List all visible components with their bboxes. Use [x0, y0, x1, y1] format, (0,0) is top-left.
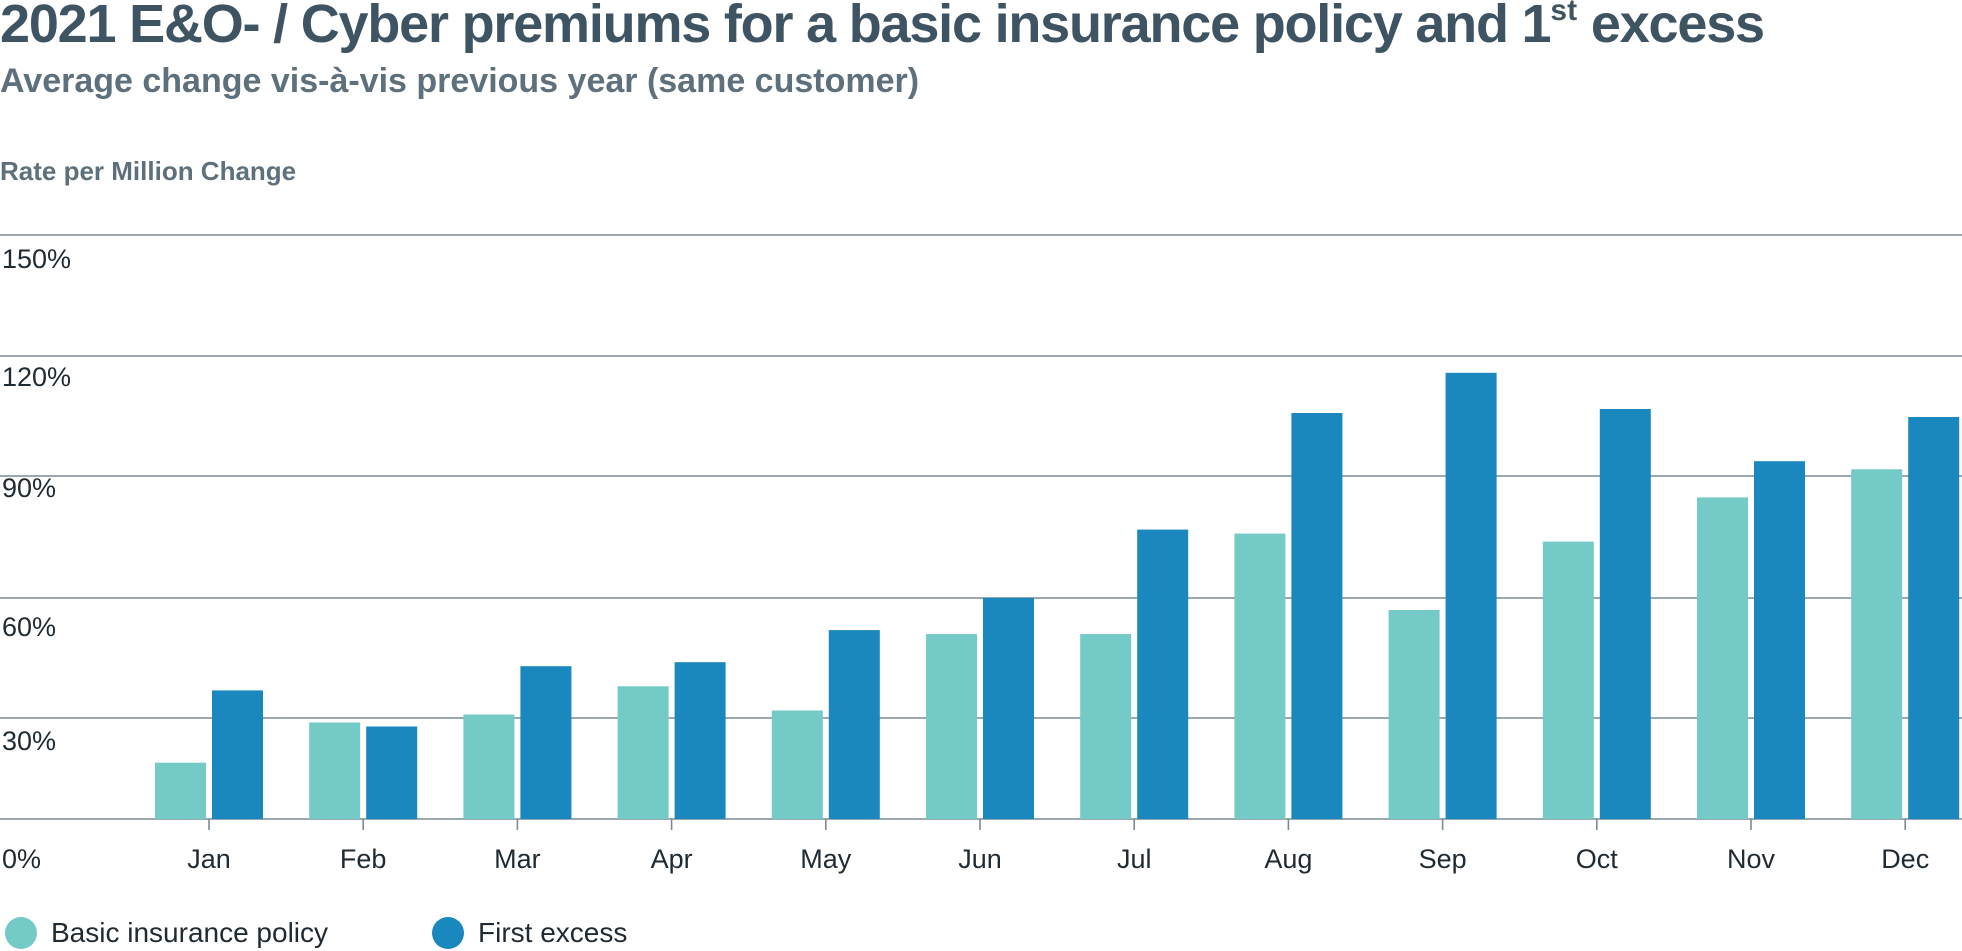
- bar-basic-insurance-policy-jul: [1080, 634, 1132, 819]
- bar-basic-insurance-policy-feb: [309, 722, 361, 819]
- x-tick-label-may: May: [800, 844, 852, 874]
- x-tick-label-sep: Sep: [1419, 844, 1467, 874]
- legend-swatch-basic-insurance-policy: [5, 917, 37, 949]
- legend-item-basic-insurance-policy: Basic insurance policy: [5, 916, 328, 950]
- y-tick-label-60: 60%: [2, 612, 56, 642]
- bar-first-excess-jun: [983, 597, 1034, 819]
- bar-basic-insurance-policy-dec: [1851, 469, 1903, 819]
- x-tick-label-jul: Jul: [1117, 844, 1152, 874]
- bar-basic-insurance-policy-mar: [463, 714, 515, 819]
- bar-basic-insurance-policy-nov: [1697, 497, 1748, 819]
- gridlines: [0, 234, 1962, 820]
- y-tick-label-0: 0%: [2, 844, 41, 874]
- y-tick-label-150: 150%: [2, 244, 71, 274]
- x-axis-ticks: Jan Feb Mar Apr May Jun Jul Aug Sep Oct Nov Dec: [187, 819, 1929, 874]
- bar-first-excess-oct: [1599, 409, 1651, 819]
- x-tick-label-nov: Nov: [1727, 844, 1776, 874]
- bar-first-excess-jan: [212, 690, 263, 819]
- chart-title-superscript: st: [1550, 0, 1578, 27]
- legend-label-basic-insurance-policy: Basic insurance policy: [51, 917, 329, 948]
- x-tick-label-dec: Dec: [1881, 844, 1929, 874]
- y-axis-title: Rate per Million Change: [0, 156, 297, 186]
- bar-basic-insurance-policy-jan: [155, 762, 206, 819]
- x-tick-label-feb: Feb: [340, 844, 387, 874]
- y-tick-label-90: 90%: [2, 473, 56, 503]
- chart-title: 2021 E&O- / Cyber premiums for a basic i…: [0, 0, 1765, 54]
- chart-title-main: 2021 E&O- / Cyber premiums for a basic i…: [0, 0, 1552, 54]
- legend-label-first-excess: First excess: [478, 917, 628, 948]
- x-tick-label-aug: Aug: [1264, 844, 1312, 874]
- bars: [155, 372, 1960, 819]
- bar-basic-insurance-policy-jun: [926, 634, 977, 819]
- x-tick-label-jan: Jan: [187, 844, 231, 874]
- bar-first-excess-sep: [1445, 372, 1497, 819]
- bar-basic-insurance-policy-may: [771, 710, 823, 819]
- bar-first-excess-feb: [366, 726, 418, 819]
- x-tick-label-oct: Oct: [1576, 844, 1619, 874]
- bar-basic-insurance-policy-oct: [1542, 541, 1594, 819]
- bar-first-excess-jul: [1137, 529, 1189, 819]
- bar-basic-insurance-policy-sep: [1388, 610, 1440, 819]
- bar-first-excess-nov: [1754, 461, 1805, 819]
- chart-subtitle: Average change vis-à-vis previous year (…: [0, 62, 920, 100]
- bar-first-excess-mar: [520, 666, 572, 819]
- bar-first-excess-may: [828, 630, 880, 819]
- chart-title-suffix: excess: [1577, 0, 1765, 54]
- y-tick-label-120: 120%: [2, 362, 71, 392]
- y-tick-label-30: 30%: [2, 726, 56, 756]
- legend-swatch-first-excess: [432, 917, 464, 949]
- x-tick-label-jun: Jun: [958, 844, 1002, 874]
- x-tick-label-mar: Mar: [494, 844, 541, 874]
- bar-basic-insurance-policy-apr: [617, 686, 669, 819]
- y-axis-tick-labels: 0% 30% 60% 90% 120% 150%: [2, 244, 71, 874]
- x-tick-label-apr: Apr: [651, 844, 693, 874]
- bar-first-excess-aug: [1291, 413, 1343, 819]
- bar-first-excess-dec: [1908, 417, 1960, 819]
- bar-basic-insurance-policy-aug: [1234, 533, 1286, 819]
- legend-item-first-excess: First excess: [432, 916, 627, 950]
- bar-first-excess-apr: [674, 662, 726, 819]
